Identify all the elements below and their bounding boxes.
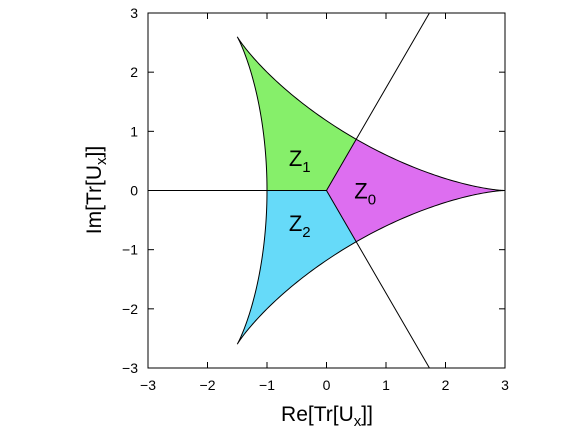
x-tick-label: 1 xyxy=(382,377,390,393)
region-z1 xyxy=(237,36,357,191)
y-tick-label: 1 xyxy=(130,123,138,139)
region-label-z2: Z2 xyxy=(289,211,311,241)
x-axis-label: Re[Tr[Ux]] xyxy=(281,403,373,430)
region-z0 xyxy=(326,139,505,242)
y-tick-label: 2 xyxy=(130,64,138,80)
y-axis-label: Im[Tr[Ux]] xyxy=(83,146,110,234)
x-tick-label: 0 xyxy=(323,377,331,393)
x-tick-label: 2 xyxy=(442,377,450,393)
boundary-layer xyxy=(148,12,505,369)
y-tick-label: −2 xyxy=(122,301,138,317)
y-tick-label: 0 xyxy=(130,183,138,199)
boundary-line-2 xyxy=(326,190,430,369)
x-tick-label: 3 xyxy=(501,377,509,393)
x-tick-label: −2 xyxy=(200,377,216,393)
x-tick-label: −1 xyxy=(259,377,275,393)
boundary-line-1 xyxy=(326,12,430,191)
ticks-layer: −3 −2 −1 0 1 2 3 −3 −2 −1 0 1 2 3 xyxy=(122,5,509,393)
y-tick-label: −3 xyxy=(122,360,138,376)
x-tick-label: −3 xyxy=(140,377,156,393)
region-z2 xyxy=(237,190,357,345)
region-label-z1: Z1 xyxy=(289,146,311,176)
y-tick-label: 3 xyxy=(130,5,138,21)
region-label-z0: Z0 xyxy=(354,179,376,209)
regions-layer xyxy=(237,36,505,345)
y-tick-label: −1 xyxy=(122,242,138,258)
labels-layer: Z0 Z1 Z2 xyxy=(289,146,376,241)
